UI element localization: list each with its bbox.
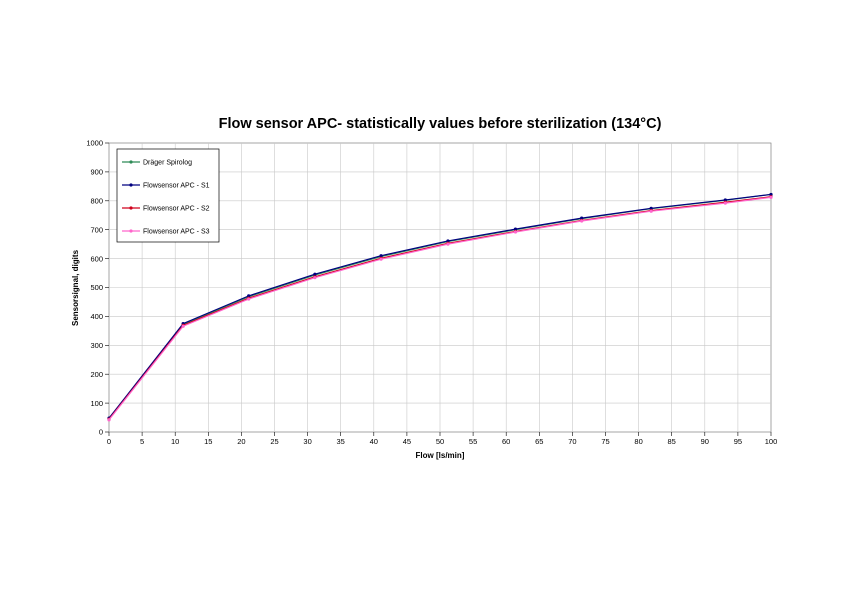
- ticks: 0 5 10 15 20 25 30 35 40 45 50 55 60 65 70 75 80 85 90 95 10…: [86, 139, 777, 446]
- y-tick-label: 400: [90, 312, 103, 321]
- x-tick-label: 50: [436, 437, 444, 446]
- data-point: [247, 294, 251, 298]
- data-point: [769, 192, 773, 197]
- data-point: [513, 227, 518, 231]
- y-tick-label: 1000: [86, 139, 103, 148]
- data-point: [379, 254, 383, 258]
- x-tick-label: 65: [535, 437, 543, 446]
- legend-swatch-marker: [129, 183, 133, 187]
- legend-entry: Flowsensor APC - S2: [143, 206, 210, 213]
- x-tick-label: 35: [337, 437, 345, 446]
- data-point: [580, 216, 584, 220]
- x-tick-label: 30: [303, 437, 311, 446]
- legend-box: [116, 148, 220, 243]
- legend-entry: Flowsensor APC - S1: [143, 183, 210, 190]
- x-axis-label: Flow [ls/min]: [416, 451, 465, 460]
- chart-title: Flow sensor APC- statistically values be…: [219, 116, 662, 132]
- data-point: [181, 324, 185, 328]
- data-point: [379, 257, 383, 261]
- data-point: [649, 206, 653, 210]
- legend-swatch-marker: [129, 206, 133, 210]
- x-tick-label: 25: [270, 437, 278, 446]
- data-point: [313, 276, 317, 280]
- x-tick-label: 80: [634, 437, 642, 446]
- y-tick-label: 800: [90, 197, 103, 206]
- legend: Dräger Spirolog Flowsensor APC - S1 Flowse…: [116, 148, 220, 243]
- x-tick-label: 10: [171, 437, 179, 446]
- x-tick-label: 95: [734, 437, 742, 446]
- data-point: [649, 209, 653, 213]
- data-point: [769, 195, 773, 199]
- legend-swatch-marker: [129, 229, 133, 233]
- x-tick-label: 70: [568, 437, 576, 446]
- y-tick-label: 100: [90, 399, 103, 408]
- legend-swatch-marker: [129, 160, 133, 164]
- x-tick-label: 20: [237, 437, 245, 446]
- y-tick-label: 600: [90, 254, 103, 263]
- data-point: [723, 198, 727, 202]
- y-tick-label: 500: [90, 283, 103, 292]
- data-point: [107, 418, 111, 422]
- data-point: [446, 242, 450, 246]
- legend-entry: Dräger Spirolog: [143, 160, 192, 167]
- x-tick-label: 5: [140, 437, 144, 446]
- data-point: [446, 239, 450, 243]
- y-tick-label: 900: [90, 168, 103, 177]
- y-tick-label: 0: [99, 428, 103, 437]
- y-tick-label: 300: [90, 341, 103, 350]
- x-tick-label: 60: [502, 437, 510, 446]
- y-axis-label: Sensorsignal, digits: [71, 249, 80, 326]
- x-tick-label: 15: [204, 437, 212, 446]
- x-tick-label: 45: [403, 437, 411, 446]
- y-tick-label: 200: [90, 370, 103, 379]
- data-point: [580, 219, 584, 223]
- x-tick-label: 85: [668, 437, 676, 446]
- data-point: [247, 297, 251, 301]
- y-tick-label: 700: [90, 225, 103, 234]
- x-tick-label: 100: [765, 437, 778, 446]
- x-tick-label: 90: [701, 437, 709, 446]
- data-point: [513, 230, 518, 234]
- legend-entry: Flowsensor APC - S3: [143, 229, 210, 236]
- series-layer: [107, 192, 773, 422]
- x-tick-label: 40: [370, 437, 378, 446]
- data-point: [313, 272, 317, 276]
- x-tick-label: 75: [601, 437, 609, 446]
- x-tick-label: 55: [469, 437, 477, 446]
- x-tick-label: 0: [107, 437, 111, 446]
- data-point: [723, 201, 727, 205]
